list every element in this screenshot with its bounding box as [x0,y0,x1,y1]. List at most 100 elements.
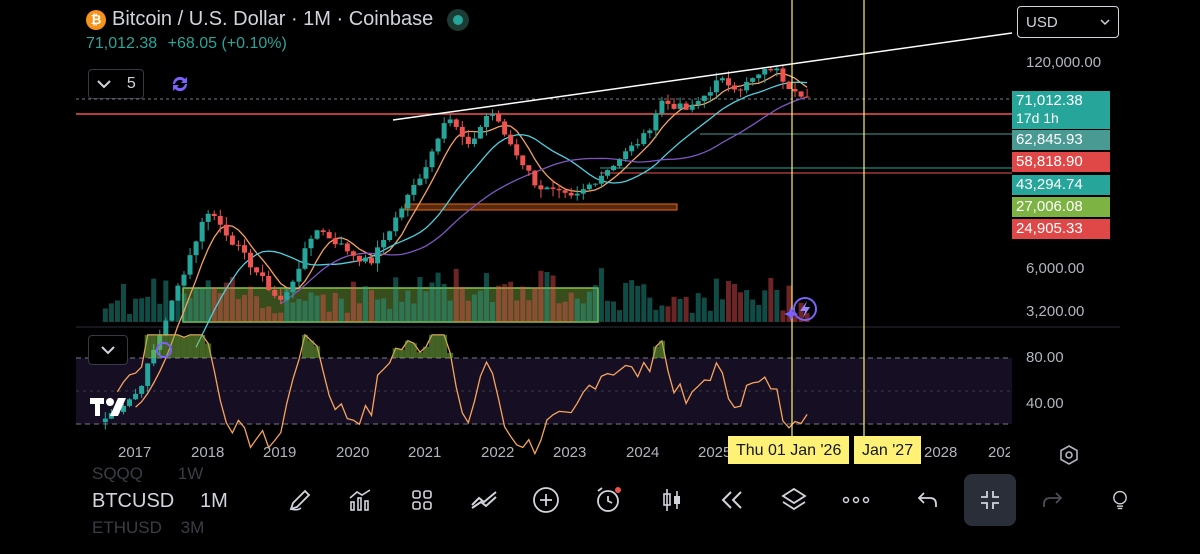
volume-bar [695,293,701,322]
price-change: +68.05 (+0.10%) [167,35,287,52]
candle-body [350,251,356,256]
alerts-button[interactable] [590,480,626,520]
volume-bar [235,299,241,322]
volume-bar [108,303,114,322]
volume-bar [623,282,629,322]
volume-bar [459,286,465,322]
candle-body [369,257,375,264]
fullscreen-exit-button[interactable] [964,474,1016,526]
volume-bar [798,302,804,322]
chart-type-button[interactable] [464,480,504,520]
volume-bar [151,278,157,322]
volume-bar [272,313,278,322]
year-2017: 2017 [118,444,152,461]
volume-bar [362,286,368,322]
candle-body [284,292,290,300]
symbol-search-button[interactable]: BTCUSD [92,490,175,512]
candle-body [296,268,302,282]
volume-bar [447,300,453,322]
indicator-count: 5 [126,75,136,92]
year-2028: 2028 [924,444,958,461]
candle-body [526,165,532,171]
candle-body [659,100,665,114]
candle-body [411,185,417,195]
layouts-button[interactable] [404,480,440,520]
candle-body [508,134,514,145]
volume-bar [574,298,580,322]
refresh-icon[interactable] [168,72,192,96]
redo-button[interactable] [1034,480,1070,520]
interval-button[interactable]: 1M [200,490,228,512]
more-button[interactable] [838,480,874,520]
rsi-tick-40: 40.00 [1026,395,1064,412]
indicators-button[interactable] [342,480,378,520]
candle-body [362,257,368,262]
undo-button[interactable] [910,480,946,520]
volume-bar [713,278,719,322]
rsi-overbought-fill [308,340,315,358]
ghost-symbol-top-interval: 1W [177,464,204,483]
grid-icon [412,490,432,510]
volume-bar [223,282,229,322]
candle-body [713,80,719,93]
candles-button[interactable] [654,480,690,520]
volume-bar [417,277,423,322]
candle-body [738,89,744,91]
volume-bar [211,287,217,322]
ghost-symbol-bottom: ETHUSD 3M [92,518,204,538]
volume-bar [248,286,254,322]
volume-bar [792,313,798,322]
sparkle-icon [784,307,798,321]
rsi-tick-80: 80.00 [1026,349,1064,366]
candle-body [356,255,362,262]
year-2021: 2021 [408,444,442,461]
candle-body [762,68,768,75]
bitcoin-icon: ₿ [86,9,106,30]
volume-bar [120,283,126,322]
volume-zone-box [182,287,599,323]
add-button[interactable] [528,480,564,520]
volume-bar [774,289,780,322]
last-price: 71,012.38 [86,35,158,52]
ghost-symbol-top-name: SQQQ [92,464,144,483]
objects-tree-button[interactable] [776,480,812,520]
candle-body [768,68,774,71]
candle-body [744,81,750,91]
trend-line[interactable] [392,32,1013,121]
ideas-button[interactable] [1110,480,1130,520]
candle-body [260,272,266,276]
chevron-down-icon [1100,18,1110,25]
rsi-collapse-button[interactable] [88,335,128,365]
plus-circle-icon [533,487,559,513]
draw-button[interactable] [282,480,318,520]
rsi-overbought-fill [422,346,429,358]
candle-body [465,136,471,144]
candle-body [254,267,260,273]
candle-body [381,240,387,248]
volume-bar [199,288,205,322]
indicators-toggle[interactable]: 5 [88,69,144,99]
volume-bar [768,277,774,322]
pencil-icon [289,489,311,511]
rsi-overbought-fill [658,340,665,358]
volume-bar [629,280,635,322]
ghost-symbol-bottom-interval: 3M [180,518,205,537]
alert-bolt-icon[interactable] [793,297,817,321]
symbol-row[interactable]: ₿ Bitcoin / U.S. Dollar · 1M · Coinbase [86,8,470,31]
rsi-overbought-fill [429,334,436,358]
settings-icon[interactable] [1058,444,1080,466]
volume-bar [217,293,223,322]
candle-body [181,274,187,286]
candle-body [780,68,786,82]
volume-bar [483,273,489,322]
volume-bar [502,284,508,322]
candle-body [774,68,780,71]
candle-body [574,193,580,196]
volume-bar [659,305,665,322]
replay-button[interactable] [714,480,750,520]
volume-bar [260,308,266,322]
candle-body [423,167,429,179]
candle-body [483,115,489,127]
currency-select[interactable]: USD [1017,6,1119,38]
